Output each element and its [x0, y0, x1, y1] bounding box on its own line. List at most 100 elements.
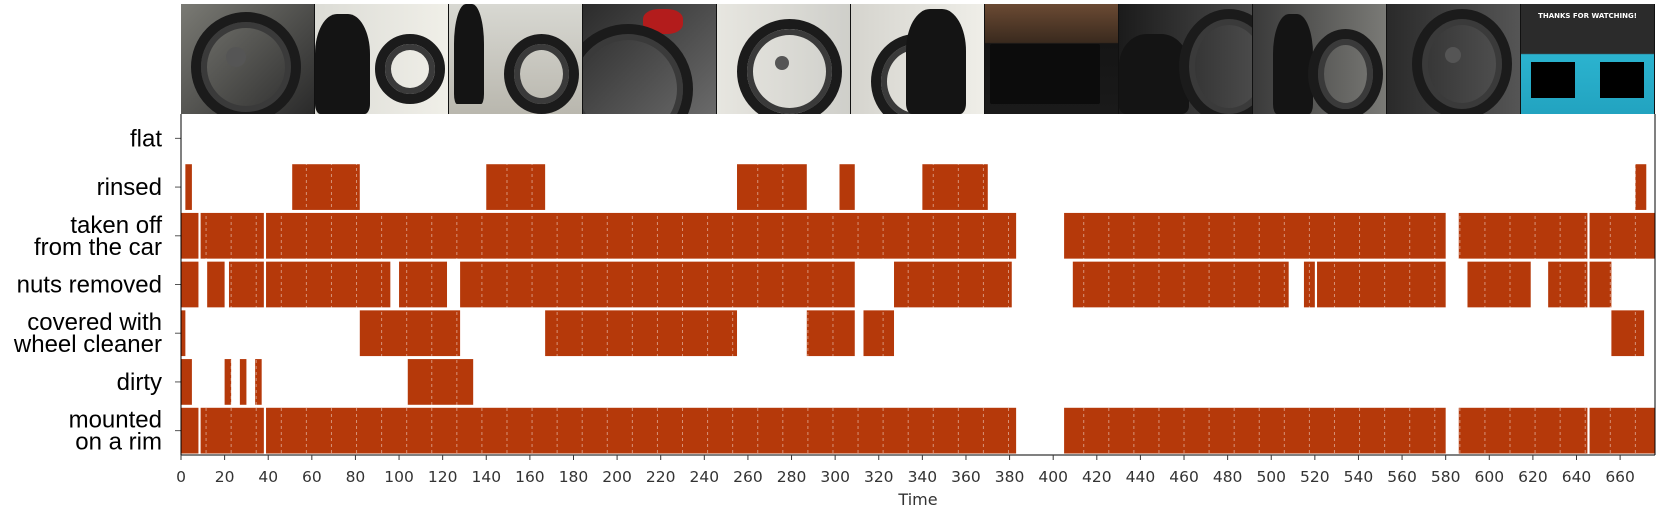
bar-segment-row3-1 [207, 261, 225, 308]
bar-segment-row3-5 [460, 261, 855, 308]
bar-segment-row5-1 [224, 359, 232, 405]
wheel-shape [191, 12, 301, 114]
wheel-shape [583, 24, 693, 114]
row-label-4-0: covered with [27, 309, 162, 336]
bar-segment-row5-2 [239, 359, 247, 405]
row-label-0-0: flat [130, 125, 162, 152]
x-tick-label-140: 140 [471, 468, 501, 486]
row-label-2-0: taken off [70, 212, 162, 239]
x-tick-label-380: 380 [995, 468, 1025, 486]
person-silhouette [1119, 34, 1189, 114]
bar-segment-row3-6 [894, 261, 1012, 308]
bar-segment-row5-4 [407, 359, 474, 405]
x-tick-label-0: 0 [176, 468, 186, 486]
x-tick-label-260: 260 [733, 468, 763, 486]
person-legs-silhouette [454, 4, 484, 104]
axes-layer [175, 114, 1656, 456]
bar-segment-row2-3 [1064, 212, 1446, 259]
bar-segment-row4-0 [181, 310, 186, 357]
bar-segment-row4-5 [1611, 310, 1645, 357]
x-tick-label-600: 600 [1474, 468, 1504, 486]
bar-segment-row6-0 [181, 407, 199, 454]
bar-segment-row2-1 [200, 212, 264, 259]
bar-segment-row2-5 [1589, 212, 1655, 259]
bar-segment-row6-1 [200, 407, 264, 454]
x-tick-label-340: 340 [908, 468, 938, 486]
wheel-shape [1412, 9, 1512, 114]
x-tick-label-540: 540 [1344, 468, 1374, 486]
wheel-shape [1179, 9, 1252, 114]
bar-segment-row1-2 [486, 164, 546, 210]
x-tick-label-240: 240 [690, 468, 720, 486]
bar-segment-row4-4 [863, 310, 895, 357]
bar-segment-row2-4 [1458, 212, 1588, 259]
thumbnail-person-holding-wheel [851, 4, 985, 114]
wheel-hub-shape [1445, 47, 1461, 63]
bar-segment-row6-2 [266, 407, 1017, 454]
thumbnail-wheel-on-floor [449, 4, 583, 114]
x-tick-label-480: 480 [1213, 468, 1243, 486]
row-label-2-1: from the car [34, 234, 162, 261]
thumbnail-end-card: THANKS FOR WATCHING! [1521, 4, 1655, 114]
bar-segment-row3-12 [1589, 261, 1612, 308]
x-tick-label-500: 500 [1256, 468, 1286, 486]
x-ticks-layer: 0 20 40 60 80 100 120 140 160 180 200 220 240 260 280 3… [176, 455, 1635, 486]
video-thumbnail-strip: THANKS FOR WATCHING! [181, 4, 1655, 114]
bar-segment-row2-0 [181, 212, 199, 259]
x-tick-label-320: 320 [864, 468, 894, 486]
end-card-title: THANKS FOR WATCHING! [1538, 12, 1637, 20]
x-tick-label-160: 160 [515, 468, 545, 486]
x-tick-label-120: 120 [428, 468, 458, 486]
x-tick-label-200: 200 [602, 468, 632, 486]
bar-segment-row1-4 [839, 164, 855, 210]
thumbnail-person-cleaning-wheel [315, 4, 449, 114]
bar-segment-row6-3 [1064, 407, 1446, 454]
wheel-hub-shape [775, 56, 789, 70]
x-tick-label-360: 360 [951, 468, 981, 486]
x-tick-label-220: 220 [646, 468, 676, 486]
x-tick-label-100: 100 [384, 468, 414, 486]
thumbnail-person-with-wheel [1253, 4, 1387, 114]
x-tick-label-520: 520 [1300, 468, 1330, 486]
thumbnail-person-scrubbing-tire [1119, 4, 1253, 114]
x-tick-label-60: 60 [302, 468, 322, 486]
x-tick-label-560: 560 [1387, 468, 1417, 486]
bar-segment-row3-8 [1303, 261, 1315, 308]
x-tick-label-80: 80 [346, 468, 366, 486]
x-tick-label-580: 580 [1431, 468, 1461, 486]
end-card-video-box-left [1531, 62, 1575, 98]
x-tick-label-440: 440 [1126, 468, 1156, 486]
row-label-3-0: nuts removed [17, 272, 162, 299]
thumbnail-garage-workbench [985, 4, 1119, 114]
bar-segment-row4-3 [806, 310, 855, 357]
x-tick-label-40: 40 [258, 468, 278, 486]
x-tick-label-20: 20 [215, 468, 235, 486]
bar-segment-row4-1 [359, 310, 461, 357]
wheel-shape [737, 19, 842, 114]
bar-segment-row1-3 [737, 164, 807, 210]
thumbnail-wheel-closeup [181, 4, 315, 114]
x-tick-label-280: 280 [777, 468, 807, 486]
row-label-1-0: rinsed [97, 174, 162, 201]
bar-segment-row3-7 [1072, 261, 1289, 308]
x-tick-label-660: 660 [1605, 468, 1635, 486]
bar-segment-row1-0 [185, 164, 192, 210]
x-tick-label-180: 180 [559, 468, 589, 486]
bar-segment-row3-11 [1548, 261, 1588, 308]
thumbnail-wheel-spokes-gloved-hand [583, 4, 717, 114]
x-tick-label-620: 620 [1518, 468, 1548, 486]
bar-segment-row6-5 [1589, 407, 1655, 454]
bar-segment-row6-4 [1458, 407, 1588, 454]
bar-segment-row3-9 [1317, 261, 1446, 308]
wheel-shape [375, 34, 445, 104]
person-silhouette [906, 9, 966, 114]
bar-segment-row5-0 [181, 359, 192, 405]
bars-layer [181, 164, 1655, 454]
bar-segment-row1-6 [1635, 164, 1647, 210]
row-label-4-1: wheel cleaner [13, 331, 162, 358]
wheel-hub-shape [226, 47, 246, 67]
x-axis-label: Time [897, 490, 937, 509]
x-tick-label-400: 400 [1038, 468, 1068, 486]
bar-segment-row3-2 [228, 261, 264, 308]
